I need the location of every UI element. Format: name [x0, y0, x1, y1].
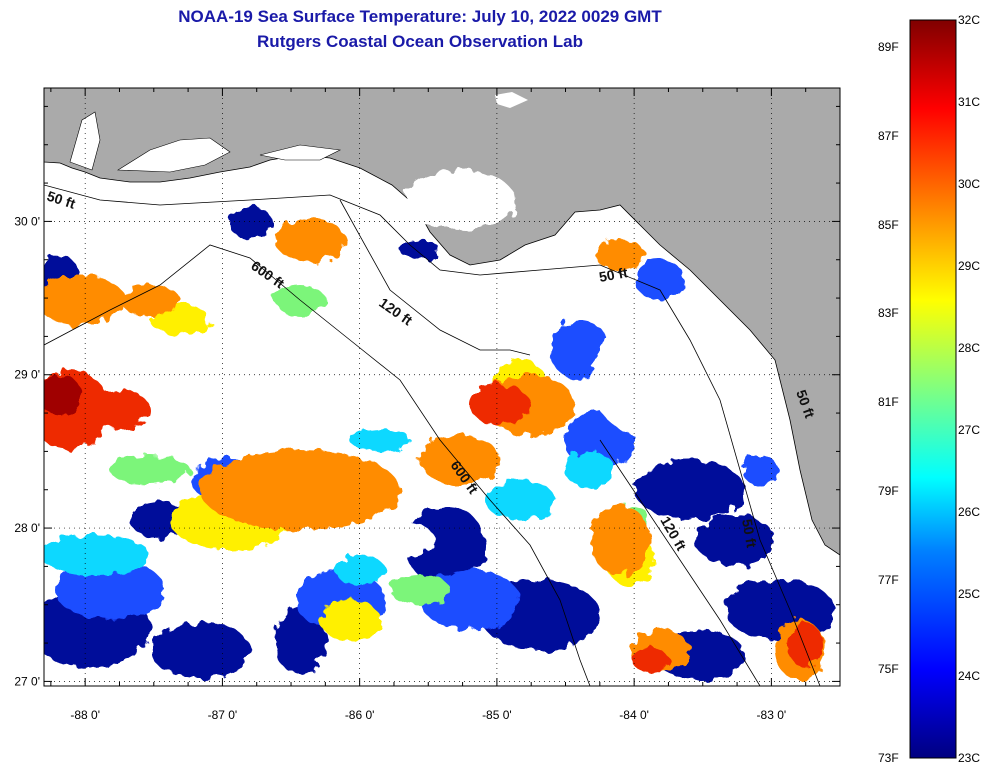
axis-ticks: [44, 88, 841, 686]
lon-tick-label: -85 0': [482, 708, 512, 722]
colorbar-f-label: 79F: [878, 484, 899, 499]
colorbar-f-label: 87F: [878, 128, 899, 143]
colorbar-f-label: 89F: [878, 39, 899, 54]
map-subtitle: Rutgers Coastal Ocean Observation Lab: [257, 32, 583, 51]
colorbar-c-label: 31C: [958, 95, 981, 109]
contour-600ft: [44, 244, 591, 686]
colorbar-c-label: 30C: [958, 177, 981, 191]
colorbar-c-label: 23C: [958, 751, 981, 765]
contour-label-50ft-bigbend: 50 ft: [598, 264, 629, 285]
colorbar-c-label: 27C: [958, 423, 981, 437]
tick-labels: -88 0' -87 0' -86 0' -85 0' -84 0' -83 0' 30 0…: [14, 214, 786, 722]
lon-tick-label: -87 0': [208, 708, 238, 722]
contour-50ft: [44, 184, 821, 686]
lon-tick-label: -88 0': [70, 708, 100, 722]
lon-tick-label: -84 0': [619, 708, 649, 722]
colorbar-c-label: 28C: [958, 341, 981, 355]
colorbar-c-label: 32C: [958, 13, 981, 27]
lon-tick-label: -83 0': [757, 708, 787, 722]
colorbar: [909, 19, 957, 759]
colorbar-c-label: 24C: [958, 669, 981, 683]
contour-120ft-north: [339, 199, 531, 356]
colorbar-f-label: 77F: [878, 573, 899, 588]
lat-tick-label: 30 0': [14, 214, 40, 228]
colorbar-f-label: 81F: [878, 395, 899, 410]
colorbar-c-label: 29C: [958, 259, 981, 273]
contour-120ft-south: [599, 439, 761, 686]
colorbar-f-label: 85F: [878, 217, 899, 232]
colorbar-c-label: 26C: [958, 505, 981, 519]
lat-tick-label: 28 0': [14, 521, 40, 535]
lat-tick-label: 29 0': [14, 368, 40, 382]
lat-tick-label: 27 0': [14, 674, 40, 688]
colorbar-f-label: 83F: [878, 306, 899, 321]
contour-label-50ft-south: 50 ft: [739, 518, 760, 549]
colorbar-f-label: 75F: [878, 662, 899, 677]
map-border: [43, 87, 841, 687]
colorbar-f-label: 73F: [878, 751, 899, 765]
lon-tick-label: -86 0': [345, 708, 375, 722]
colorbar-c-label: 25C: [958, 587, 981, 601]
map-title: NOAA-19 Sea Surface Temperature: July 10…: [178, 7, 662, 26]
land: [44, 88, 840, 556]
